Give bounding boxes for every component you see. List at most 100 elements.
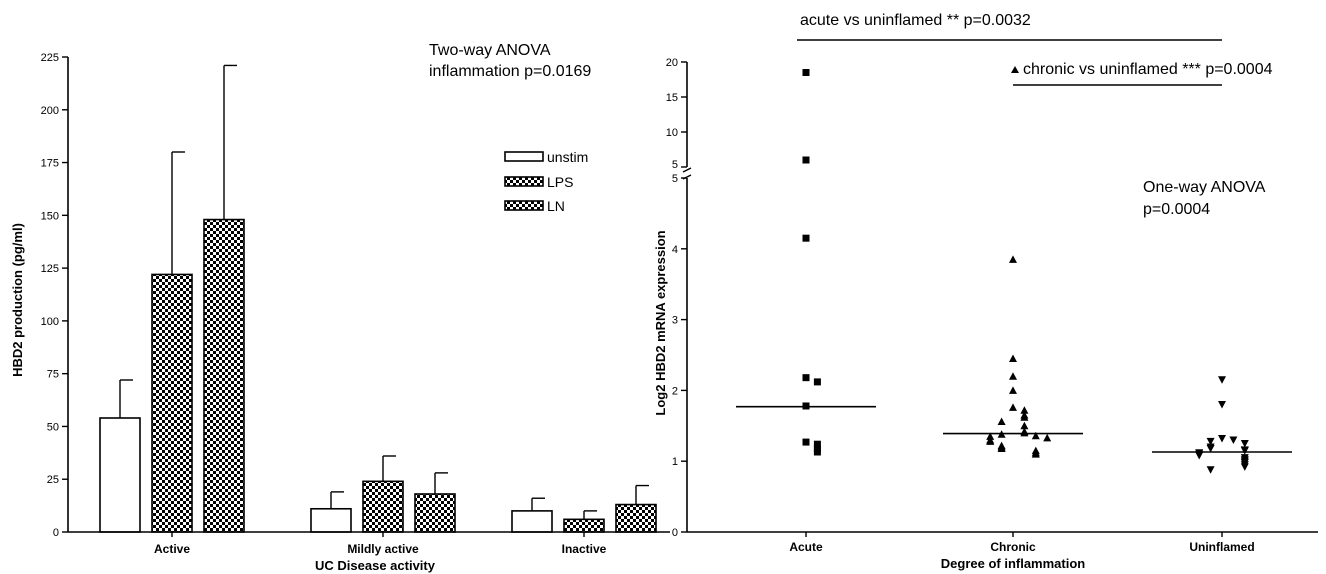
data-point-chronic: [1020, 421, 1029, 430]
data-point-chronic: [986, 437, 995, 445]
data-point-chronic: [1031, 431, 1040, 440]
bar-unstim-inactive: [511, 510, 553, 533]
scatter-category-labels: Acute Chronic Uninflamed: [789, 532, 1255, 554]
data-point-chronic: [1009, 403, 1017, 411]
bar-unstim-active: [99, 417, 141, 533]
scatter-y-tick-label: 20: [666, 57, 678, 69]
bar-y-ticks: 0 25 50 75 100 125 150 175 200 225: [41, 52, 68, 539]
scatter-y-tick-label: 4: [672, 244, 678, 256]
data-point-acute: [802, 374, 810, 382]
data-point-uninflamed: [1240, 440, 1249, 448]
legend-label-lps: LPS: [547, 174, 573, 190]
bar-lps-inactive: [563, 518, 605, 533]
legend-swatch-lps: [504, 176, 544, 187]
legend-label-unstim: unstim: [547, 149, 588, 165]
data-point-uninflamed: [1195, 452, 1204, 460]
scatter-category-label: Chronic: [990, 540, 1036, 554]
bar-unstim-mildly-active: [310, 507, 352, 533]
data-point-acute: [813, 378, 821, 386]
scatter-axes: [682, 62, 1318, 533]
bar-y-tick-label: 100: [41, 316, 59, 328]
bar-ln-active: [203, 218, 245, 533]
bar-legend: unstim LPS LN: [504, 149, 588, 214]
legend-swatch-ln: [504, 200, 544, 211]
comparison-acute-label: acute vs uninflamed ** p=0.0032: [800, 12, 1031, 29]
legend-swatch-unstim: [504, 151, 544, 162]
data-point-chronic: [1020, 406, 1029, 414]
data-point-uninflamed: [1218, 376, 1226, 384]
scatter-category-label: Uninflamed: [1189, 540, 1254, 554]
scatter-x-axis-title: Degree of inflammation: [941, 556, 1086, 571]
scatter-y-tick-label: 15: [666, 92, 678, 104]
bar-ln-mildly-active: [414, 493, 456, 533]
bar-chart: 0 25 50 75 100 125 150 175 200 225 Active Mildly a…: [10, 42, 670, 573]
data-point-uninflamed: [1240, 463, 1249, 471]
bar-annotation-line1: Two-way ANOVA: [429, 42, 551, 59]
data-point-acute: [802, 156, 810, 164]
data-point-uninflamed: [1206, 444, 1215, 453]
scatter-points: [802, 69, 1249, 474]
data-point-acute: [802, 234, 810, 242]
bar-category-label: Inactive: [562, 542, 607, 556]
data-point-acute: [802, 438, 810, 446]
scatter-y-tick-label: 1: [672, 456, 678, 468]
bar-lps-mildly-active: [362, 480, 404, 533]
bar-y-axis-title: HBD2 production (pg/ml): [10, 223, 25, 377]
scatter-y-ticks: 0 1 2 3 4 5 5 10 15 20: [666, 57, 687, 539]
scatter-y-tick-label: 0: [672, 527, 678, 539]
data-point-chronic: [1020, 413, 1029, 421]
bar-y-tick-label: 75: [47, 369, 59, 381]
bar-y-tick-label: 0: [53, 527, 59, 539]
data-point-chronic: [1009, 386, 1017, 394]
data-point-chronic: [1043, 433, 1052, 442]
data-point-chronic: [997, 417, 1006, 426]
data-point-acute: [802, 69, 810, 76]
scatter-y-tick-label: 10: [666, 127, 678, 139]
bar-y-tick-label: 200: [41, 105, 59, 117]
scatter-y-tick-label: 5: [672, 159, 678, 171]
data-point-chronic: [997, 444, 1006, 452]
bar-annotation-line2: inflammation p=0.0169: [429, 63, 591, 80]
comparison-chronic-marker: [1011, 66, 1019, 73]
data-point-chronic: [1009, 354, 1017, 363]
scatter-y-tick-label: 3: [672, 315, 678, 327]
axis-break-mark: [682, 167, 692, 173]
scatter-y-tick-label: 2: [672, 385, 678, 397]
bar-y-tick-label: 25: [47, 474, 59, 486]
bar-y-tick-label: 175: [41, 158, 59, 170]
bar-series-marks: [99, 64, 657, 533]
data-point-chronic: [1009, 372, 1017, 380]
data-point-uninflamed: [1206, 466, 1215, 474]
scatter-y-tick-label: 5: [672, 173, 678, 185]
bar-axes: [67, 57, 670, 533]
bar-y-tick-label: 225: [41, 52, 59, 64]
data-point-acute: [813, 440, 821, 448]
legend-label-ln: LN: [547, 198, 565, 214]
data-point-uninflamed: [1240, 447, 1249, 455]
bar-lps-active: [151, 273, 193, 533]
oneway-anova-line1: One-way ANOVA: [1143, 179, 1266, 196]
comparison-chronic-label: chronic vs uninflamed *** p=0.0004: [1023, 61, 1273, 78]
bar-y-tick-label: 125: [41, 263, 59, 275]
scatter-y-axis-title: Log2 HBD2 mRNA expression: [653, 230, 668, 415]
data-point-chronic: [1020, 428, 1029, 437]
data-point-acute: [813, 448, 821, 456]
bar-category-label: Mildly active: [347, 542, 419, 556]
bar-y-tick-label: 150: [41, 210, 59, 222]
oneway-anova-line2: p=0.0004: [1143, 201, 1210, 218]
scatter-median-lines: [736, 405, 1292, 453]
data-point-uninflamed: [1206, 437, 1215, 446]
bar-y-tick-label: 50: [47, 421, 59, 433]
data-point-uninflamed: [1229, 436, 1238, 444]
data-point-chronic: [1009, 255, 1017, 263]
bar-category-labels: Active Mildly active Inactive: [154, 532, 607, 556]
data-point-chronic: [1031, 450, 1040, 458]
scatter-category-label: Acute: [789, 540, 823, 554]
bar-x-axis-title: UC Disease activity: [315, 558, 436, 573]
scatter-chart: 0 1 2 3 4 5 5 10 15 20 Acute Chronic Uninflamed Log…: [653, 12, 1318, 571]
bar-ln-inactive: [615, 503, 657, 533]
data-point-uninflamed: [1218, 435, 1226, 443]
data-point-uninflamed: [1218, 401, 1226, 409]
bar-category-label: Active: [154, 542, 190, 556]
